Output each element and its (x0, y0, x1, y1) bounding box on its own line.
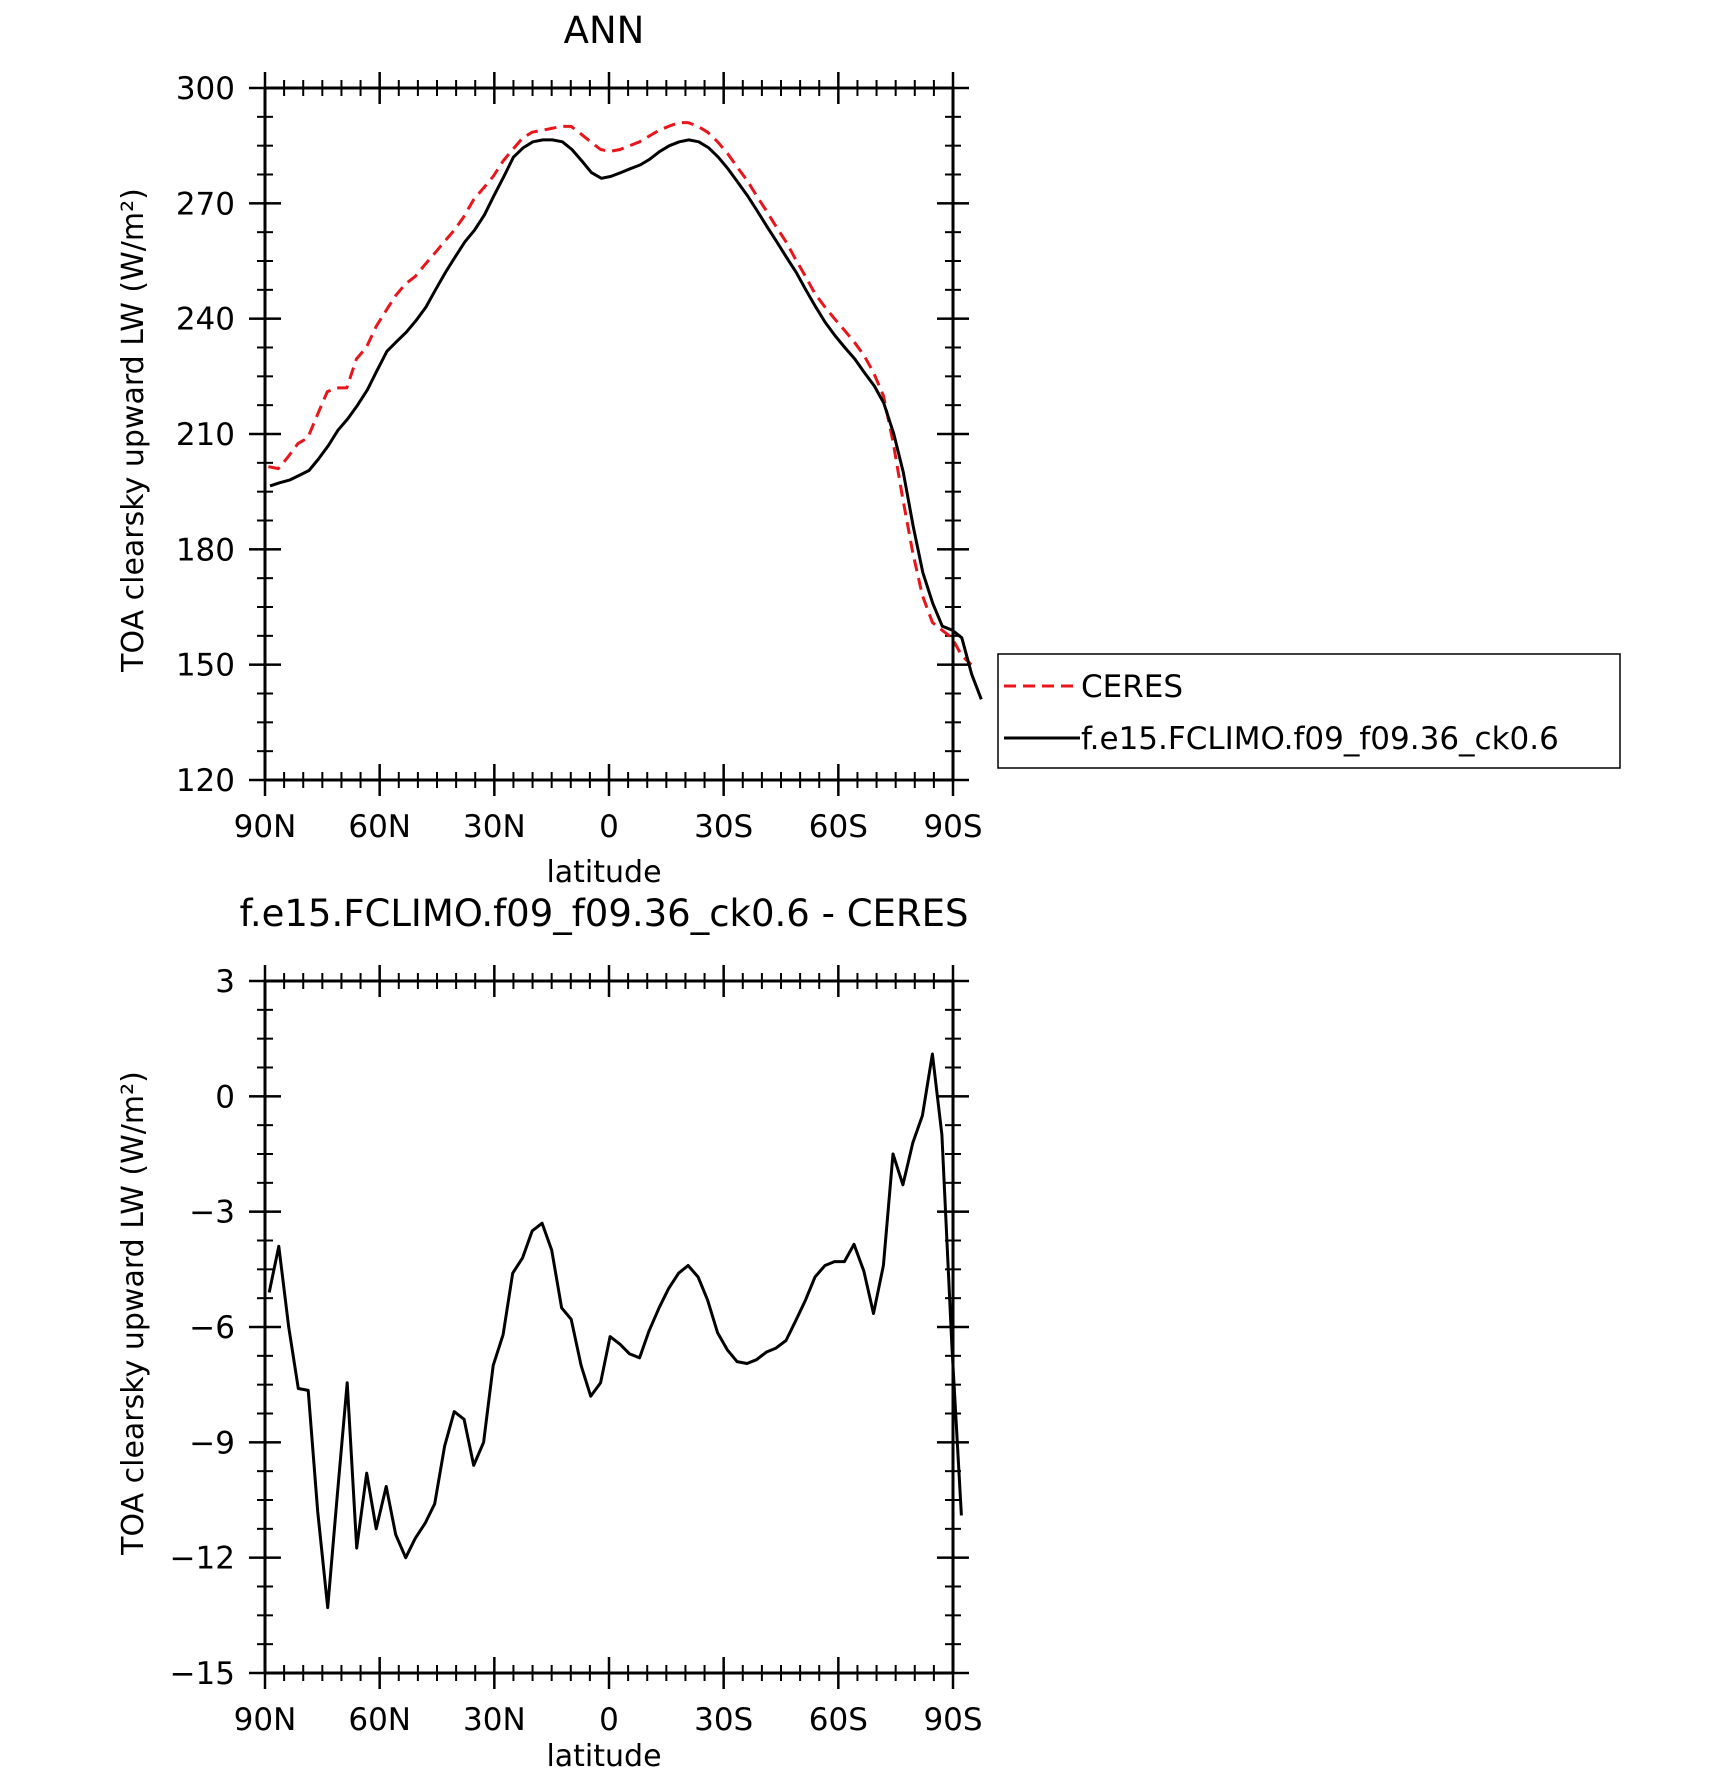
y-tick-label: −15 (170, 1656, 235, 1692)
x-tick-label: 90S (923, 809, 982, 845)
x-tick-label: 60S (809, 1702, 868, 1738)
y-tick-label: 270 (176, 186, 235, 222)
x-tick-label: 0 (599, 809, 619, 845)
legend-box (997, 653, 1621, 769)
tick-labels: 90N 60N 30N 0 30S 60S 90S 3 0 −3 −6 −9 −12 −15 (170, 964, 983, 1738)
legend: CERES f.e15.FCLIMO.f09_f09.36_ck0.6 (997, 653, 1621, 769)
x-tick-label: 30S (694, 1702, 753, 1738)
x-tick-label: 90S (923, 1702, 982, 1738)
plot-frame (263, 979, 955, 1675)
top-panel: ANN latitude TOA clearsky upward LW (W/m… (116, 9, 983, 890)
x-tick-label: 90N (234, 1702, 297, 1738)
y-tick-label: −12 (170, 1541, 235, 1577)
axis-ticks (249, 72, 969, 796)
y-tick-label: 0 (215, 1079, 235, 1115)
legend-label-model: f.e15.FCLIMO.f09_f09.36_ck0.6 (1081, 721, 1559, 757)
x-tick-label: 0 (599, 1702, 619, 1738)
y-tick-label: −3 (189, 1195, 235, 1231)
x-axis-label: latitude (546, 855, 661, 890)
y-tick-label: 150 (176, 648, 235, 684)
x-tick-label: 30N (463, 1702, 526, 1738)
x-tick-label: 60N (348, 1702, 411, 1738)
legend-label-ceres: CERES (1081, 669, 1183, 705)
x-tick-label: 60N (348, 809, 411, 845)
y-tick-label: 240 (176, 302, 235, 338)
y-tick-label: 300 (176, 71, 235, 107)
y-tick-label: −6 (189, 1310, 235, 1346)
tick-labels: 90N 60N 30N 0 30S 60S 90S 300 270 240 210 180 150 120 (176, 71, 983, 845)
y-tick-label: 210 (176, 417, 235, 453)
y-tick-label: 120 (176, 763, 235, 799)
series-line-diff-0 (267, 1052, 963, 1610)
x-tick-label: 30N (463, 809, 526, 845)
chart-title: f.e15.FCLIMO.f09_f09.36_ck0.6 - CERES (240, 892, 969, 935)
y-axis-label: TOA clearsky upward LW (W/m²) (116, 188, 151, 673)
x-tick-label: 60S (809, 809, 868, 845)
y-tick-label: 180 (176, 532, 235, 568)
axis-ticks (249, 965, 969, 1689)
data-series (268, 121, 983, 700)
y-axis-label: TOA clearsky upward LW (W/m²) (116, 1071, 151, 1556)
series-line-ceres (268, 121, 973, 666)
x-axis-label: latitude (546, 1739, 661, 1773)
bottom-panel: f.e15.FCLIMO.f09_f09.36_ck0.6 - CERES la… (116, 892, 983, 1773)
data-series (267, 1052, 963, 1610)
y-tick-label: 3 (215, 964, 235, 1000)
plot-frame (263, 86, 955, 782)
y-tick-label: −9 (189, 1425, 235, 1461)
x-tick-label: 90N (234, 809, 297, 845)
series-line-f-e15-fclimo-f09-f09-36-ck0-6 (269, 138, 983, 700)
x-tick-label: 30S (694, 809, 753, 845)
chart-title: ANN (564, 9, 645, 52)
